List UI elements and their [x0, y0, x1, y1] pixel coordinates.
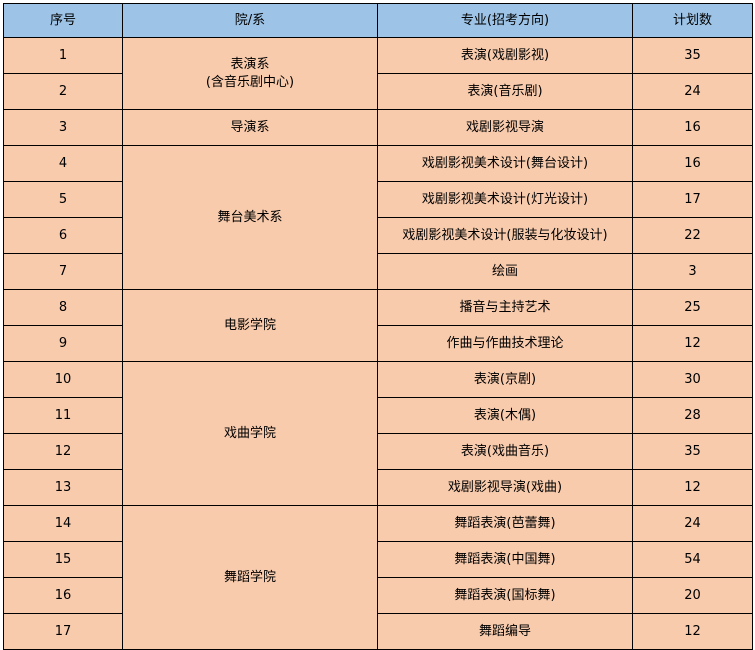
cell-plan: 16	[632, 109, 753, 146]
cell-major: 戏剧影视导演	[377, 109, 633, 146]
cell-no: 13	[3, 469, 123, 506]
cell-no: 2	[3, 73, 123, 110]
cell-no: 9	[3, 325, 123, 362]
table-row: 3 导演系 戏剧影视导演 16	[3, 109, 753, 146]
cell-plan: 12	[632, 469, 753, 506]
cell-plan: 20	[632, 577, 753, 614]
cell-plan: 24	[632, 73, 753, 110]
cell-major: 表演(京剧)	[377, 361, 633, 398]
cell-no: 1	[3, 37, 123, 74]
cell-no: 17	[3, 613, 123, 650]
table-row: 17 舞蹈编导 12	[3, 613, 753, 650]
table-row: 15 舞蹈表演(中国舞) 54	[3, 541, 753, 578]
header-row: 序号 院/系 专业(招考方向) 计划数	[3, 3, 753, 38]
cell-dept: 表演系 (含音乐剧中心)	[122, 37, 378, 110]
cell-plan: 35	[632, 37, 753, 74]
cell-no: 16	[3, 577, 123, 614]
table-row: 16 舞蹈表演(国标舞) 20	[3, 577, 753, 614]
cell-no: 7	[3, 253, 123, 290]
cell-major: 舞蹈表演(国标舞)	[377, 577, 633, 614]
enrollment-plan-table: 序号 院/系 专业(招考方向) 计划数 1 表演系 (含音乐剧中心) 表演(戏剧影视…	[3, 3, 753, 650]
cell-dept: 戏曲学院	[122, 361, 378, 506]
cell-plan: 3	[632, 253, 753, 290]
table-row: 2 表演(音乐剧) 24	[3, 73, 753, 110]
cell-major: 表演(音乐剧)	[377, 73, 633, 110]
cell-no: 5	[3, 181, 123, 218]
cell-major: 表演(戏曲音乐)	[377, 433, 633, 470]
cell-major: 绘画	[377, 253, 633, 290]
cell-no: 3	[3, 109, 123, 146]
cell-plan: 17	[632, 181, 753, 218]
table-row: 1 表演系 (含音乐剧中心) 表演(戏剧影视) 35	[3, 37, 753, 110]
cell-plan: 16	[632, 145, 753, 182]
table-row: 5 戏剧影视美术设计(灯光设计) 17	[3, 181, 753, 218]
cell-no: 4	[3, 145, 123, 182]
cell-major: 戏剧影视导演(戏曲)	[377, 469, 633, 506]
cell-no: 12	[3, 433, 123, 470]
table-row: 14 舞蹈学院 舞蹈表演(芭蕾舞) 24	[3, 505, 753, 650]
table-row: 11 表演(木偶) 28	[3, 397, 753, 434]
table-row: 4 舞台美术系 戏剧影视美术设计(舞台设计) 16	[3, 145, 753, 290]
table-row: 6 戏剧影视美术设计(服装与化妆设计) 22	[3, 217, 753, 254]
cell-dept: 导演系	[122, 109, 378, 146]
cell-major: 表演(木偶)	[377, 397, 633, 434]
cell-major: 播音与主持艺术	[377, 289, 633, 326]
cell-no: 15	[3, 541, 123, 578]
cell-major: 戏剧影视美术设计(灯光设计)	[377, 181, 633, 218]
header-major: 专业(招考方向)	[377, 3, 633, 38]
cell-no: 6	[3, 217, 123, 254]
cell-dept: 舞台美术系	[122, 145, 378, 290]
cell-major: 舞蹈编导	[377, 613, 633, 650]
cell-major: 舞蹈表演(中国舞)	[377, 541, 633, 578]
cell-plan: 28	[632, 397, 753, 434]
cell-plan: 54	[632, 541, 753, 578]
table-row: 13 戏剧影视导演(戏曲) 12	[3, 469, 753, 506]
header-no: 序号	[3, 3, 123, 38]
cell-no: 10	[3, 361, 123, 398]
table-row: 7 绘画 3	[3, 253, 753, 290]
cell-plan: 22	[632, 217, 753, 254]
cell-plan: 12	[632, 325, 753, 362]
table-row: 12 表演(戏曲音乐) 35	[3, 433, 753, 470]
cell-major: 舞蹈表演(芭蕾舞)	[377, 505, 633, 542]
cell-dept: 舞蹈学院	[122, 505, 378, 650]
cell-plan: 12	[632, 613, 753, 650]
table-row: 10 戏曲学院 表演(京剧) 30	[3, 361, 753, 506]
cell-major: 戏剧影视美术设计(服装与化妆设计)	[377, 217, 633, 254]
cell-plan: 24	[632, 505, 753, 542]
cell-plan: 25	[632, 289, 753, 326]
table-row: 8 电影学院 播音与主持艺术 25	[3, 289, 753, 362]
cell-no: 14	[3, 505, 123, 542]
table-row: 9 作曲与作曲技术理论 12	[3, 325, 753, 362]
cell-major: 表演(戏剧影视)	[377, 37, 633, 74]
cell-major: 戏剧影视美术设计(舞台设计)	[377, 145, 633, 182]
cell-major: 作曲与作曲技术理论	[377, 325, 633, 362]
cell-plan: 30	[632, 361, 753, 398]
cell-plan: 35	[632, 433, 753, 470]
cell-dept: 电影学院	[122, 289, 378, 362]
header-plan: 计划数	[632, 3, 753, 38]
cell-no: 11	[3, 397, 123, 434]
header-dept: 院/系	[122, 3, 378, 38]
cell-no: 8	[3, 289, 123, 326]
